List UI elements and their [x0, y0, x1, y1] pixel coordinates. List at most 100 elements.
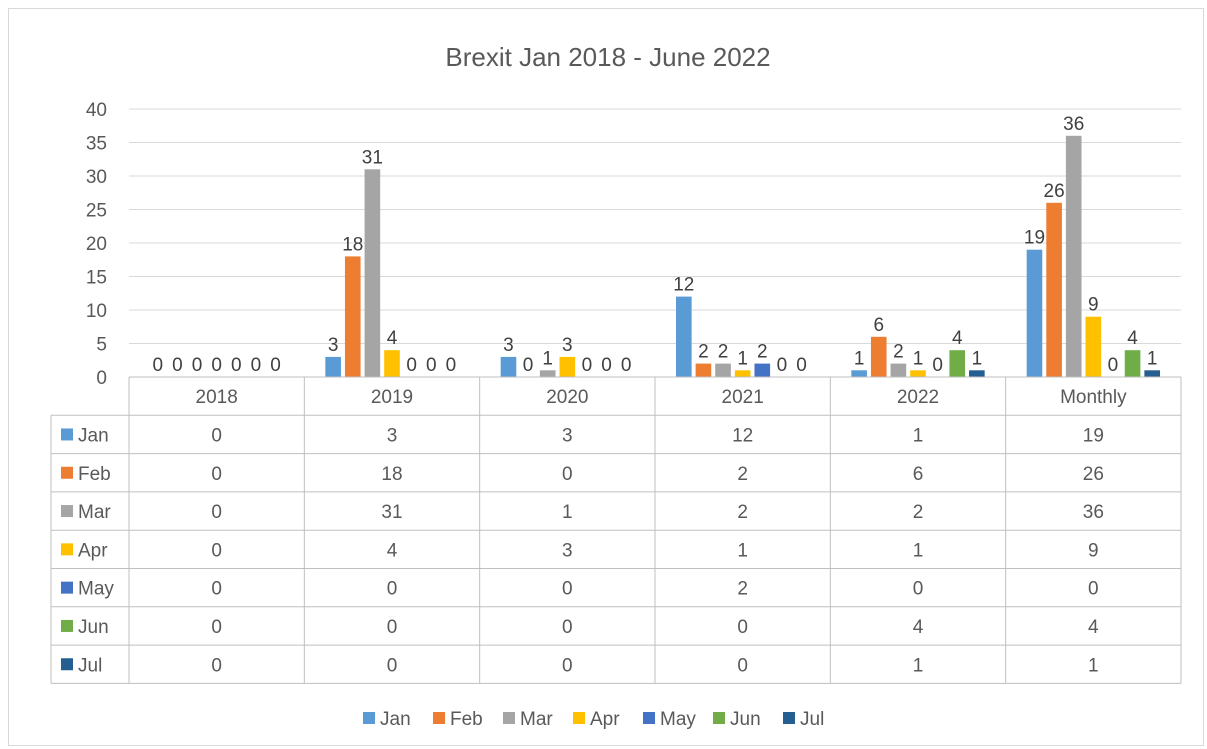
- chart-title: Brexit Jan 2018 - June 2022: [445, 42, 770, 72]
- data-label: 4: [1127, 328, 1138, 349]
- data-label: 31: [362, 147, 383, 168]
- legend-label: Feb: [450, 709, 483, 730]
- table-series-name: Mar: [78, 502, 111, 523]
- data-label: 2: [718, 342, 729, 363]
- bar: [344, 256, 361, 377]
- table-cell: 31: [381, 502, 402, 523]
- table-cell: 1: [737, 540, 748, 561]
- table-cell: 1: [1088, 655, 1099, 676]
- table-cell: 0: [211, 425, 222, 446]
- table-cell: 6: [913, 464, 924, 485]
- table-legend-key: [61, 505, 73, 518]
- bar: [1144, 370, 1160, 377]
- bar: [851, 370, 867, 377]
- data-label: 0: [251, 355, 262, 376]
- legend-key: [363, 712, 375, 724]
- data-label: 0: [270, 355, 281, 376]
- table-cell: 1: [562, 502, 573, 523]
- bar: [870, 336, 887, 377]
- table-cell: 0: [211, 579, 222, 600]
- table-cell: 0: [562, 464, 573, 485]
- bar: [559, 356, 576, 377]
- table-cell: 0: [562, 617, 573, 638]
- table-series-name: Jan: [78, 425, 109, 446]
- bar: [539, 370, 556, 377]
- legend-label: Mar: [520, 709, 553, 730]
- table-series-name: Feb: [78, 464, 111, 485]
- table-cell: 0: [211, 617, 222, 638]
- data-label: 0: [523, 355, 534, 376]
- x-category-label: 2021: [722, 387, 764, 408]
- data-label: 2: [757, 342, 768, 363]
- x-category-label: 2018: [196, 387, 238, 408]
- data-label: 36: [1063, 114, 1084, 135]
- legend-label: Jul: [800, 709, 824, 730]
- chart-frame: [8, 8, 1204, 746]
- legend-label: Jan: [380, 709, 411, 730]
- data-label: 0: [153, 355, 164, 376]
- data-label: 1: [737, 348, 748, 369]
- data-label: 0: [192, 355, 203, 376]
- bar: [500, 356, 517, 377]
- y-axis: 0 5 10 15 20 25 30 35 40: [86, 100, 107, 389]
- bar: [1026, 249, 1043, 377]
- data-label: 19: [1024, 228, 1045, 249]
- table-cell: 4: [387, 540, 398, 561]
- data-label: 0: [601, 355, 612, 376]
- bar: [969, 370, 985, 377]
- legend-label: Apr: [590, 709, 620, 730]
- table-cell: 2: [737, 464, 748, 485]
- legend: Jan Feb Mar Apr May Jun Jul: [363, 709, 824, 730]
- data-label: 18: [342, 234, 363, 255]
- legend-key: [433, 712, 445, 724]
- table-cell: 0: [1088, 579, 1099, 600]
- data-label: 6: [873, 315, 884, 336]
- table-cell: 2: [913, 502, 924, 523]
- table-cell: 0: [913, 579, 924, 600]
- data-label: 0: [796, 355, 807, 376]
- y-tick-label: 30: [86, 167, 107, 188]
- y-tick-label: 0: [96, 368, 107, 389]
- data-label: 0: [172, 355, 183, 376]
- table-cell: 0: [562, 579, 573, 600]
- x-category-label: 2019: [371, 387, 413, 408]
- table-cell: 0: [211, 464, 222, 485]
- y-tick-label: 40: [86, 100, 107, 121]
- data-label: 0: [777, 355, 788, 376]
- x-category-label: 2020: [546, 387, 588, 408]
- table-cell: 0: [211, 502, 222, 523]
- table-cell: 2: [737, 579, 748, 600]
- table-legend-key: [61, 658, 73, 671]
- data-label: 3: [328, 335, 339, 356]
- data-label: 1: [972, 348, 983, 369]
- table-series-name: Jul: [78, 655, 102, 676]
- table-cell: 4: [1088, 617, 1099, 638]
- table-cell: 18: [381, 464, 402, 485]
- data-label: 1: [913, 348, 924, 369]
- data-label: 0: [582, 355, 593, 376]
- bar: [754, 363, 771, 377]
- legend-label: Jun: [730, 709, 761, 730]
- table-cell: 3: [562, 425, 573, 446]
- bar: [676, 296, 692, 377]
- table-cell: 12: [732, 425, 753, 446]
- table-cell: 2: [737, 502, 748, 523]
- data-label: 0: [932, 355, 943, 376]
- bar: [1046, 202, 1062, 377]
- table-cell: 0: [562, 655, 573, 676]
- bar: [695, 363, 712, 377]
- table-cell: 3: [387, 425, 398, 446]
- legend-key: [713, 712, 725, 724]
- bars: [325, 135, 1160, 377]
- table-series-name: Apr: [78, 540, 108, 561]
- data-label: 9: [1088, 295, 1099, 316]
- legend-key: [503, 712, 515, 724]
- table-series-name: May: [78, 579, 114, 600]
- bar: [1085, 316, 1102, 377]
- table-legend-key: [61, 428, 73, 441]
- data-label: 0: [406, 355, 417, 376]
- table-cell: 0: [387, 579, 398, 600]
